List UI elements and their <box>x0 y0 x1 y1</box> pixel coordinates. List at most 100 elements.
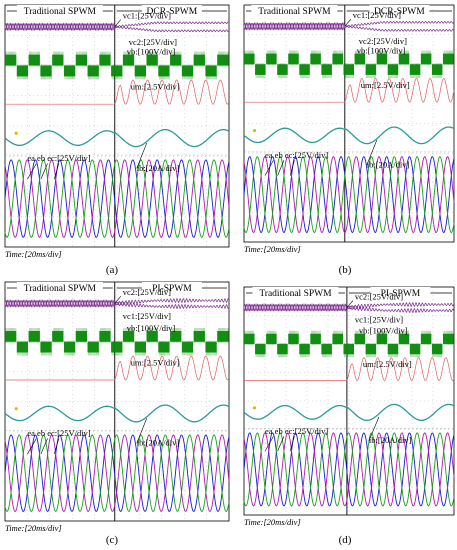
label-vb: vb:[100V/div] <box>359 326 408 336</box>
panel-label-c: (c) <box>105 534 119 546</box>
label-vc2: vc2:[25V/div] <box>123 287 171 297</box>
banner-mask-left <box>252 287 339 298</box>
vb-pulse-block <box>181 341 194 353</box>
pointer-arrow <box>346 300 354 308</box>
method-label-proposed: PI-SPWM <box>381 289 421 299</box>
phase-a-trace <box>243 432 455 507</box>
vc1-trace <box>243 301 455 312</box>
ib-trace <box>4 128 230 148</box>
banner-mask-right <box>141 5 202 16</box>
panel-label-a: (a) <box>105 264 119 276</box>
label-um: um:[2.5V/div] <box>131 358 180 368</box>
label-ib: ib:[20A/div] <box>137 438 180 448</box>
vc2-trace <box>4 22 230 33</box>
vb-pulse-block <box>111 65 123 77</box>
ib-trace <box>243 403 455 422</box>
vb-pulse-block <box>52 330 64 342</box>
vc2-trace <box>243 21 455 32</box>
pointer-arrow <box>136 142 148 169</box>
pointer-arrow <box>289 160 295 176</box>
vb-pulse-block <box>205 65 217 77</box>
vb-pulse-block <box>122 330 135 342</box>
vb-pulse-block <box>217 54 229 66</box>
pointer-arrow <box>27 438 37 455</box>
phase-a-trace <box>243 156 455 234</box>
panel-label-b: (b) <box>338 264 352 276</box>
label-um: um:[2.5V/div] <box>361 80 410 90</box>
pointer-arrow <box>53 163 60 180</box>
vb-pulse-block <box>5 54 17 66</box>
method-label-traditional: Traditional SPWM <box>258 7 331 17</box>
phase-c-trace <box>243 156 455 234</box>
channel-marker <box>14 407 18 411</box>
label-vb: vb:[100V/div] <box>357 46 406 56</box>
banner-mask-right <box>369 5 430 16</box>
vb-pulse-block <box>170 330 182 342</box>
label-eabc: ea eb ec:[25V/div] <box>27 428 90 438</box>
pointer-arrow <box>136 418 148 444</box>
pointer-arrow <box>27 163 37 180</box>
banner-mask-left <box>251 5 338 16</box>
vb-pulse-block <box>134 65 146 77</box>
vb-pulse-block <box>16 341 29 353</box>
label-um: um:[2.5V/div] <box>363 359 412 369</box>
method-label-traditional: Traditional SPWM <box>259 289 332 299</box>
vb-pulse-block <box>28 330 40 342</box>
pointer-arrow <box>264 160 274 176</box>
vc2-trace <box>4 299 230 310</box>
vb-pulse-block <box>40 65 52 77</box>
label-vb: vb:[100V/div] <box>127 47 176 57</box>
vb-pulse-block <box>146 54 158 66</box>
ib-trace <box>4 404 230 423</box>
ib-trace <box>243 126 455 145</box>
label-vc1: vc1:[25V/div] <box>355 314 403 324</box>
pointer-arrow <box>53 438 60 455</box>
banner-mask-left <box>16 282 103 293</box>
vb-pulse-block <box>158 341 170 353</box>
channel-marker <box>14 131 18 135</box>
um-trace <box>5 79 229 105</box>
banner-mask-right <box>370 287 431 298</box>
vc1-trace <box>243 20 455 31</box>
pointer-arrow <box>40 163 48 180</box>
method-label-traditional: Traditional SPWM <box>24 284 97 294</box>
vb-pulse-block <box>205 341 217 353</box>
pointer-arrow <box>277 160 285 176</box>
vb-pulse-block <box>134 341 146 353</box>
phase-b-trace <box>4 159 230 238</box>
vb-pulse-block <box>181 65 194 77</box>
vb-pulse-block <box>111 341 123 353</box>
vb-pulse-block <box>193 54 205 66</box>
vb-pulse-block <box>87 341 99 353</box>
vb-pulse-block <box>52 54 64 66</box>
panel-label-d: (d) <box>338 534 352 546</box>
method-label-proposed: DCR-SPWM <box>147 7 198 17</box>
pointer-arrow <box>114 19 121 27</box>
label-um: um:[2.5V/div] <box>131 82 180 92</box>
vb-trace <box>244 330 454 358</box>
vb-pulse-block <box>99 54 111 66</box>
phase-a-trace <box>4 434 230 512</box>
label-vc1: vc1:[25V/div] <box>353 10 401 20</box>
time-scale-label: Time:[20ms/div] <box>244 244 301 254</box>
vb-pulse-block <box>99 330 111 342</box>
method-label-proposed: PI-SPWM <box>152 284 192 294</box>
vb-pulse-block <box>16 65 29 77</box>
pointer-arrow <box>289 436 295 452</box>
vb-pulse-block <box>40 341 52 353</box>
pointer-arrow <box>366 139 378 166</box>
vb-pulse-block <box>87 65 99 77</box>
pointer-arrow <box>344 19 352 27</box>
vb-trace <box>5 327 229 356</box>
banner-mask-right <box>141 282 202 293</box>
vb-pulse-block <box>63 65 76 77</box>
vb-trace <box>5 51 229 80</box>
vb-pulse-block <box>158 65 170 77</box>
method-label-traditional: Traditional SPWM <box>24 7 97 17</box>
vb-pulse-block <box>75 330 88 342</box>
vb-pulse-block <box>63 341 76 353</box>
label-vb: vb:[100V/div] <box>127 323 176 333</box>
phase-b-trace <box>4 434 230 512</box>
phase-c-trace <box>243 432 455 507</box>
